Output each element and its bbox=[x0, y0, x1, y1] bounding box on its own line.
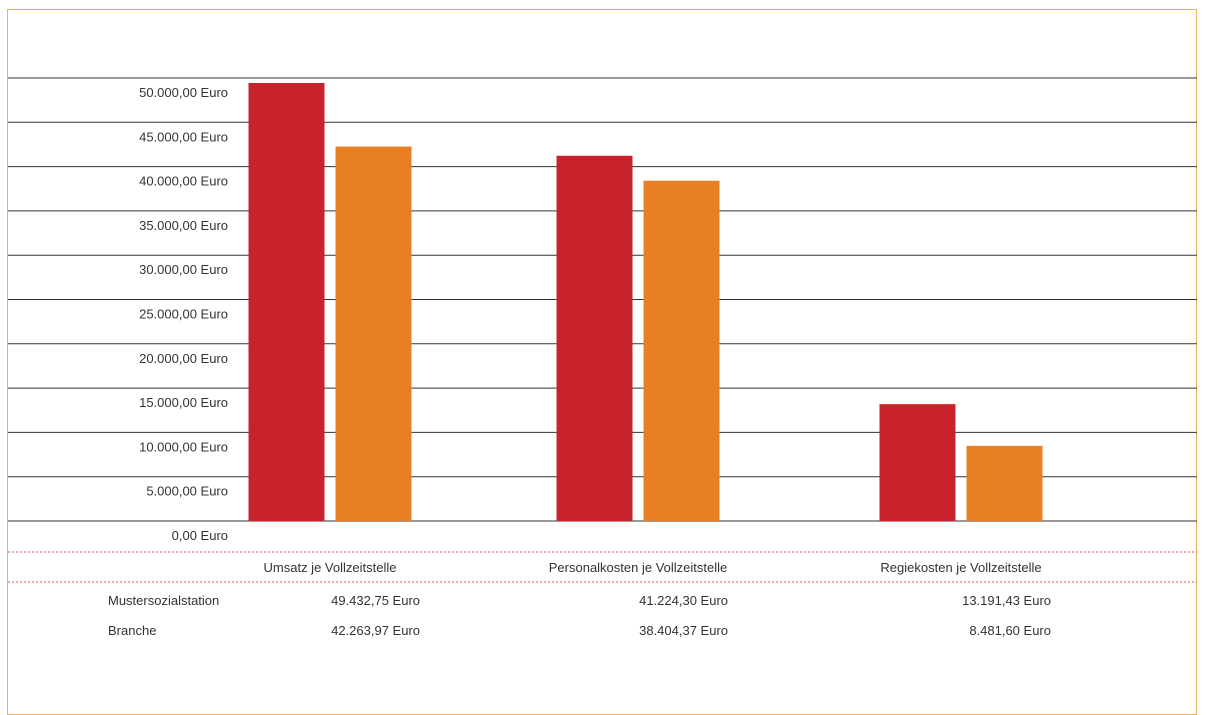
data-value-label: 41.224,30 Euro bbox=[639, 593, 728, 608]
y-tick-label: 30.000,00 Euro bbox=[139, 262, 228, 277]
y-tick-label: 25.000,00 Euro bbox=[139, 307, 228, 322]
data-value-label: 42.263,97 Euro bbox=[331, 623, 420, 638]
category-labels: Umsatz je Vollzeitstelle Personalkosten j… bbox=[264, 560, 1042, 575]
bar bbox=[248, 83, 325, 522]
bar bbox=[879, 404, 956, 521]
data-value-label: 8.481,60 Euro bbox=[969, 623, 1051, 638]
y-tick-label: 5.000,00 Euro bbox=[146, 484, 228, 499]
data-value-label: 49.432,75 Euro bbox=[331, 593, 420, 608]
y-axis-ticks: 0,00 Euro 5.000,00 Euro 10.000,00 Euro 15.0… bbox=[139, 85, 228, 543]
y-tick-label: 10.000,00 Euro bbox=[139, 439, 228, 454]
series-name: Branche bbox=[108, 623, 156, 638]
bar bbox=[966, 445, 1043, 521]
series-name: Mustersozialstation bbox=[108, 593, 219, 608]
y-tick-label: 15.000,00 Euro bbox=[139, 395, 228, 410]
bar bbox=[556, 155, 633, 522]
y-tick-label: 50.000,00 Euro bbox=[139, 85, 228, 100]
y-tick-label: 20.000,00 Euro bbox=[139, 351, 228, 366]
y-tick-label: 40.000,00 Euro bbox=[139, 174, 228, 189]
category-label: Umsatz je Vollzeitstelle bbox=[264, 560, 397, 575]
bar bbox=[643, 180, 720, 521]
y-tick-label: 35.000,00 Euro bbox=[139, 218, 228, 233]
y-tick-label: 45.000,00 Euro bbox=[139, 129, 228, 144]
bars bbox=[248, 83, 1043, 522]
data-value-label: 38.404,37 Euro bbox=[639, 623, 728, 638]
category-label: Regiekosten je Vollzeitstelle bbox=[880, 560, 1041, 575]
data-value-label: 13.191,43 Euro bbox=[962, 593, 1051, 608]
bar bbox=[335, 146, 412, 521]
category-label: Personalkosten je Vollzeitstelle bbox=[549, 560, 728, 575]
data-table: Mustersozialstation 49.432,75 Euro 41.224,… bbox=[108, 593, 1051, 638]
y-tick-label: 0,00 Euro bbox=[172, 528, 228, 543]
